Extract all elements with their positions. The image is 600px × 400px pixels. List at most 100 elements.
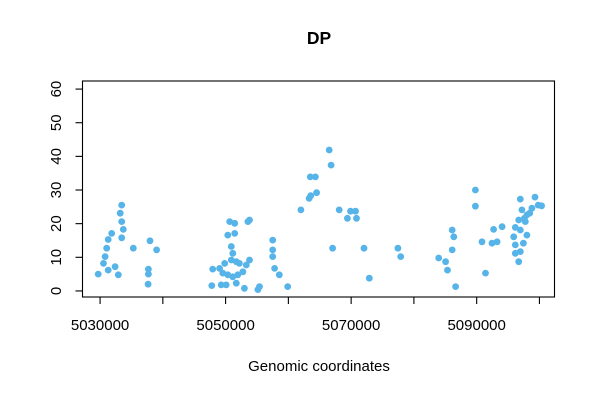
data-point — [442, 258, 449, 266]
x-axis-tick-label: 5050000 — [196, 317, 254, 334]
data-point — [116, 209, 124, 217]
data-point — [538, 202, 545, 210]
data-point — [108, 230, 116, 237]
data-point — [208, 282, 216, 289]
data-point — [114, 271, 122, 279]
data-point — [269, 236, 277, 244]
data-point — [306, 173, 314, 181]
data-point — [528, 204, 536, 212]
data-point — [312, 173, 319, 181]
data-point — [523, 231, 531, 239]
data-point — [222, 281, 230, 289]
data-point — [516, 248, 524, 256]
data-point — [521, 218, 529, 226]
data-point — [352, 207, 359, 215]
x-axis-title: Genomic coordinates — [248, 358, 390, 375]
data-point — [221, 260, 229, 267]
data-point — [256, 283, 263, 290]
data-point — [144, 280, 152, 288]
data-point — [520, 239, 527, 247]
data-point — [246, 256, 253, 264]
y-axis-tick-label: 30 — [48, 182, 65, 199]
y-axis-tick-label: 60 — [48, 81, 65, 98]
data-point — [510, 233, 518, 241]
data-point — [145, 270, 152, 278]
data-point — [498, 223, 506, 231]
data-point — [531, 193, 539, 201]
data-point — [111, 263, 119, 271]
data-point — [232, 279, 240, 287]
data-point — [360, 244, 368, 252]
data-point — [118, 218, 126, 226]
y-axis-tick-label: 40 — [48, 148, 65, 165]
data-point — [482, 269, 489, 277]
data-point — [488, 239, 496, 247]
data-point — [100, 260, 107, 267]
data-point — [94, 270, 102, 278]
data-point — [236, 260, 243, 267]
y-axis-tick-label: 10 — [48, 249, 65, 266]
data-point — [518, 206, 526, 214]
data-point — [103, 244, 111, 252]
data-point — [224, 231, 232, 239]
data-point — [452, 283, 459, 290]
data-point — [515, 216, 523, 224]
data-point — [516, 195, 524, 203]
data-point — [365, 274, 373, 282]
data-point — [269, 253, 277, 260]
data-point — [129, 244, 137, 252]
data-point — [516, 226, 524, 234]
data-point — [394, 244, 402, 252]
data-point — [209, 265, 217, 273]
data-point — [239, 268, 247, 276]
data-point — [241, 284, 248, 292]
data-point — [353, 214, 360, 222]
y-axis-tick-label: 20 — [48, 215, 65, 232]
data-point — [307, 192, 315, 200]
data-point — [246, 216, 253, 224]
data-point — [284, 283, 292, 290]
data-point — [329, 244, 336, 252]
data-point — [511, 241, 519, 249]
data-point — [335, 206, 343, 214]
data-point — [153, 246, 161, 254]
data-point — [242, 261, 250, 269]
data-point — [269, 246, 277, 254]
data-point — [397, 253, 405, 260]
plot-box — [81, 80, 556, 298]
data-point — [313, 189, 320, 197]
data-point — [234, 271, 242, 279]
x-axis-tick-label: 5090000 — [447, 317, 505, 334]
data-point — [231, 230, 239, 237]
plot-area: 5030000 5050000 5070000 5090000 0 10 20 30 40 50 6… — [48, 80, 556, 334]
data-point — [101, 253, 109, 260]
data-point — [347, 207, 354, 215]
data-point — [327, 161, 335, 169]
data-point — [297, 206, 305, 214]
data-point — [118, 234, 126, 242]
data-point — [146, 237, 154, 245]
data-point — [448, 246, 456, 254]
data-point — [511, 224, 519, 231]
data-point — [448, 226, 456, 234]
data-point — [493, 238, 501, 246]
x-axis-tick-label: 5030000 — [71, 317, 129, 334]
data-point — [227, 243, 235, 250]
data-point — [472, 186, 479, 194]
data-point — [271, 265, 278, 272]
data-point — [472, 202, 479, 210]
data-point — [478, 238, 486, 246]
data-point — [104, 236, 112, 243]
data-point — [444, 266, 451, 274]
chart-title: DP — [307, 28, 332, 48]
data-point — [325, 146, 333, 154]
data-point — [275, 271, 283, 279]
y-axis-tick-label: 0 — [48, 287, 65, 295]
x-axis-tick-label: 5070000 — [322, 317, 380, 334]
data-point — [145, 265, 152, 273]
data-point — [515, 258, 523, 266]
data-point — [229, 249, 237, 257]
data-point — [450, 233, 458, 241]
